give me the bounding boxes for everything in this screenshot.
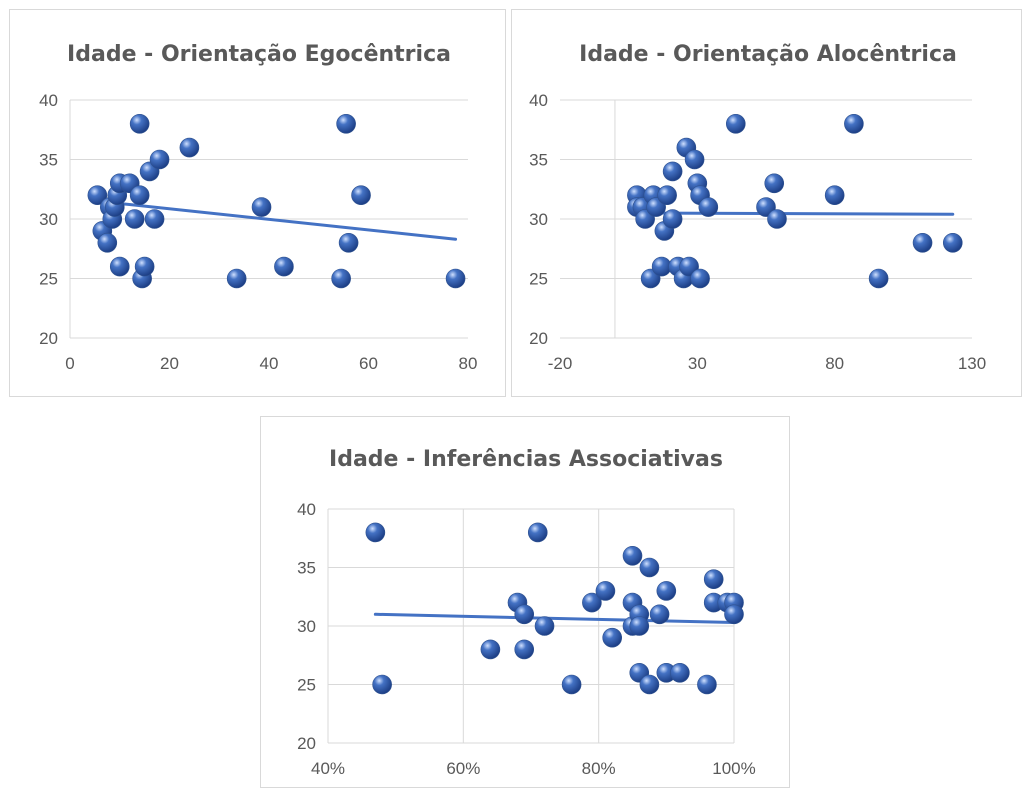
data-point (649, 604, 670, 625)
data-point (868, 268, 889, 289)
data-point (670, 663, 690, 683)
data-point (651, 256, 672, 277)
x-tick-label: 60 (359, 354, 378, 373)
data-point (657, 185, 677, 205)
data-point (656, 581, 677, 601)
data-point (724, 604, 744, 625)
y-tick-label: 35 (529, 151, 548, 170)
x-tick-label: 80% (582, 759, 616, 778)
data-point (274, 256, 294, 277)
data-point (445, 268, 466, 289)
data-point (662, 209, 683, 229)
scatter-points (627, 114, 963, 289)
x-tick-label: 80 (459, 354, 478, 373)
x-tick-label: -20 (548, 354, 573, 373)
y-tick-label: 40 (297, 500, 316, 519)
data-point (582, 592, 602, 613)
data-point (351, 185, 371, 205)
data-point (764, 173, 785, 194)
data-point (698, 197, 719, 217)
data-point (179, 137, 200, 158)
y-tick-label: 40 (39, 91, 58, 110)
data-point (226, 268, 247, 289)
chart-panel-egocentrica: Idade - Orientação Egocêntrica 20 25 30 35 4… (9, 9, 506, 397)
chart-title: Idade - Inferências Associativas (329, 447, 723, 472)
gridlines (327, 508, 735, 744)
chart-panel-inferencias: Idade - Inferências Associativas 20 25 30 3… (260, 416, 790, 788)
x-tick-label: 100% (712, 759, 755, 778)
data-point (134, 256, 155, 277)
data-point (942, 233, 963, 253)
gridlines (560, 99, 972, 339)
scatter-points (87, 114, 466, 289)
x-tick-label: 130 (958, 354, 986, 373)
data-point (767, 209, 787, 229)
data-point (629, 616, 650, 636)
trendline (632, 211, 955, 216)
y-tick-label: 25 (39, 270, 58, 289)
data-point (338, 233, 359, 253)
data-point (109, 256, 130, 277)
x-tick-label: 20 (160, 354, 179, 373)
data-point (844, 114, 864, 134)
data-point (514, 604, 535, 625)
y-tick-label: 30 (297, 617, 316, 636)
data-point (331, 268, 351, 289)
data-point (97, 233, 118, 253)
y-tick-label: 25 (529, 270, 548, 289)
data-point (129, 185, 150, 205)
y-tick-label: 35 (297, 559, 316, 578)
data-point (144, 209, 165, 229)
y-tick-label: 30 (39, 210, 58, 229)
data-point (912, 233, 933, 253)
data-point (602, 627, 623, 648)
y-tick-label: 25 (297, 676, 316, 695)
chart-title: Idade - Orientação Egocêntrica (67, 42, 451, 67)
data-point (124, 209, 145, 229)
trendline (95, 199, 458, 241)
data-point (251, 197, 272, 217)
chart-alocentrica: Idade - Orientação Alocêntrica 20 25 30 35 4… (529, 42, 986, 373)
x-tick-label: 40% (311, 759, 345, 778)
data-point (149, 149, 170, 170)
data-point (684, 149, 705, 170)
data-point (639, 674, 660, 695)
data-point (336, 114, 356, 134)
data-point (639, 557, 660, 578)
x-tick-label: 60% (446, 759, 480, 778)
data-point (697, 674, 717, 695)
chart-panel-alocentrica: Idade - Orientação Alocêntrica 20 25 30 35 4… (511, 9, 1022, 397)
chart-title: Idade - Orientação Alocêntrica (579, 42, 957, 67)
data-point (690, 268, 710, 289)
data-point (527, 522, 548, 543)
data-point (725, 114, 746, 134)
data-point (534, 616, 555, 636)
scatter-points (365, 522, 744, 695)
y-tick-label: 20 (297, 734, 316, 753)
data-point (365, 522, 386, 543)
chart-egocentrica: Idade - Orientação Egocêntrica 20 25 30 35 4… (39, 42, 478, 373)
trendline (373, 612, 736, 624)
data-point (703, 569, 724, 589)
data-point (662, 161, 683, 182)
data-point (87, 185, 108, 205)
data-point (595, 581, 616, 601)
data-point (561, 674, 582, 695)
y-tick-label: 20 (529, 329, 548, 348)
y-tick-label: 20 (39, 329, 58, 348)
y-tick-label: 35 (39, 151, 58, 170)
chart-inferencias: Idade - Inferências Associativas 20 25 30 3… (297, 447, 756, 778)
data-point (622, 546, 643, 566)
y-tick-label: 40 (529, 91, 548, 110)
y-tick-label: 30 (529, 210, 548, 229)
data-point (480, 639, 501, 660)
x-tick-label: 0 (65, 354, 74, 373)
data-point (824, 185, 845, 205)
data-point (514, 639, 535, 660)
data-point (372, 674, 392, 695)
x-tick-label: 40 (260, 354, 279, 373)
x-tick-label: 80 (825, 354, 844, 373)
data-point (129, 114, 150, 134)
x-tick-label: 30 (688, 354, 707, 373)
